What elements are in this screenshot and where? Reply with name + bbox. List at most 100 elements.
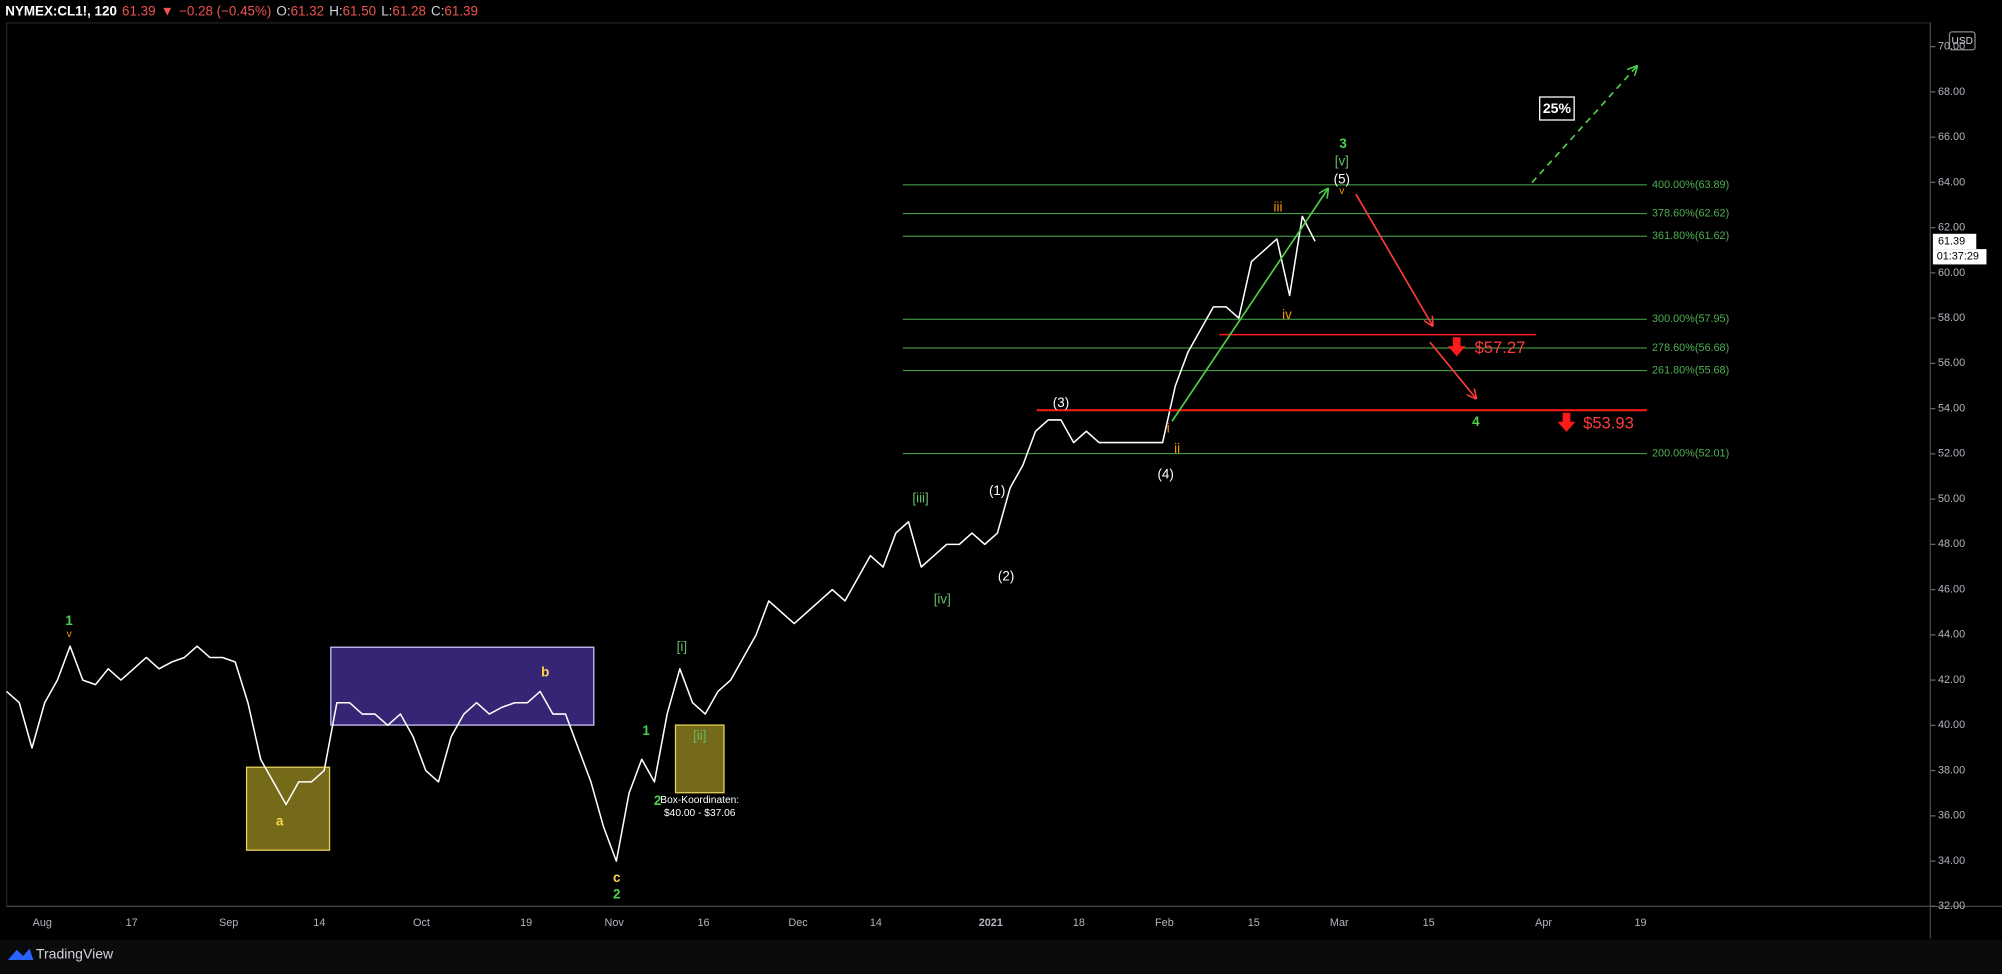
plot-area (5, 22, 1931, 907)
ohlc-label: C: (431, 3, 444, 18)
wave-label: ii (1174, 441, 1180, 456)
price-tick-label: 34.00 (1938, 855, 1965, 867)
percent-badge-box (1539, 96, 1575, 121)
price-tick-label: 64.00 (1938, 176, 1965, 188)
fib-label: 278.60%(56.68) (1652, 342, 1729, 354)
wave-label: a (276, 814, 284, 829)
wave-label: (5) (1334, 172, 1350, 187)
wave-label: [i] (677, 639, 687, 654)
time-tick-label: Apr (1535, 917, 1552, 929)
wave-label: 4 (1472, 414, 1480, 429)
wave-label: 1 (642, 723, 650, 738)
currency-box (1948, 31, 1976, 51)
ohlc-label: H: (329, 3, 342, 18)
price-tick-label: 42.00 (1938, 674, 1965, 686)
countdown-tag (1932, 249, 1987, 265)
price-tick-label: 50.00 (1938, 493, 1965, 505)
ohlc-value: 61.32 (291, 3, 325, 18)
wave-label: 2 (654, 793, 661, 808)
wave-label: v (1339, 186, 1345, 197)
wave-label: [iii] (912, 491, 928, 506)
target-arrow (1447, 337, 1466, 357)
target-label: $53.93 (1583, 414, 1634, 433)
currency: USD (1951, 36, 1973, 47)
time-tick-label: 16 (698, 917, 710, 929)
wave-label: v (67, 629, 73, 640)
wave-label: iii (1274, 200, 1283, 215)
wave-label: iv (1282, 307, 1292, 322)
time-tick-label: Nov (605, 917, 625, 929)
price-tick-label: 46.00 (1938, 583, 1965, 595)
fib-label: 361.80%(61.62) (1652, 230, 1729, 242)
wave-label: 1 (65, 613, 73, 628)
fib-label: 200.00%(52.01) (1652, 448, 1729, 460)
wave-label: c (613, 870, 621, 885)
percent-badge: 25% (1543, 100, 1572, 116)
fib-label: 400.00%(63.89) (1652, 179, 1729, 191)
price-tick-label: 62.00 (1938, 222, 1965, 234)
wave-label: [ii] (693, 728, 706, 743)
wave-label: i (1167, 420, 1170, 435)
price-tick-label: 70.00 (1938, 41, 1965, 53)
target-label: $57.27 (1475, 338, 1526, 357)
time-tick-label: 19 (1635, 917, 1647, 929)
wave-label: (1) (989, 483, 1005, 498)
price-tick-label: 58.00 (1938, 312, 1965, 324)
last-price-tag (1932, 233, 1977, 250)
time-tick-label: 2021 (979, 917, 1003, 929)
ohlc-value: 61.50 (343, 3, 377, 18)
time-tick-label: 17 (126, 917, 138, 929)
change: −0.28 (−0.45%) (179, 3, 271, 18)
tv-logo (7, 948, 34, 960)
price-tick-label: 56.00 (1938, 357, 1965, 369)
wave-box-purple (330, 646, 595, 726)
projection-arrow (1531, 66, 1637, 184)
fib-label: 261.80%(55.68) (1652, 364, 1729, 376)
last-price-label: 61.39 (1938, 235, 1965, 247)
countdown: 01:37:29 (1937, 251, 1979, 263)
time-tick-label: 14 (313, 917, 325, 929)
time-tick-label: 14 (870, 917, 882, 929)
wave-label: (2) (998, 569, 1014, 584)
ohlc-value: 61.28 (392, 3, 426, 18)
wave-box-yellow-small (674, 724, 725, 794)
time-tick-label: Sep (219, 917, 238, 929)
wave-label: [iv] (934, 592, 951, 607)
price-tick-label: 52.00 (1938, 448, 1965, 460)
wave-label: (4) (1157, 466, 1173, 481)
wave-label: (3) (1053, 395, 1069, 410)
price-tick-label: 68.00 (1938, 86, 1965, 98)
time-tick-label: Feb (1155, 917, 1174, 929)
correction-arrow (1429, 341, 1476, 398)
footer-bar (0, 939, 2002, 974)
box-note: Box-Koordinaten: (660, 795, 739, 806)
fib-label: 378.60%(62.62) (1652, 207, 1729, 219)
impulse-arrow (1171, 189, 1328, 422)
ohlc-label: L: (381, 3, 392, 18)
ohlc-value: 61.39 (444, 3, 478, 18)
time-tick-label: 19 (520, 917, 532, 929)
price-tick-label: 40.00 (1938, 719, 1965, 731)
box-note: $40.00 - $37.06 (664, 808, 736, 819)
price-tick-label: 54.00 (1938, 402, 1965, 414)
time-tick-label: 15 (1423, 917, 1435, 929)
wave-label: 2 (613, 886, 620, 901)
ohlc-label: O: (276, 3, 290, 18)
price-line (6, 215, 1316, 862)
wave-label: b (541, 664, 549, 679)
wave-box-yellow (245, 766, 331, 851)
price-tick-label: 36.00 (1938, 810, 1965, 822)
fib-label: 300.00%(57.95) (1652, 313, 1729, 325)
time-tick-label: Oct (413, 917, 430, 929)
header: NYMEX:CL1!, 120 61.39 ▼ −0.28 (−0.45%) O:61.… (5, 3, 478, 18)
last-price: 61.39 (122, 3, 156, 18)
time-tick-label: 15 (1248, 917, 1260, 929)
time-tick-label: Dec (788, 917, 808, 929)
symbol: NYMEX:CL1!, 120 (5, 3, 117, 18)
footer-brand: TradingView (36, 946, 114, 962)
price-tick-label: 38.00 (1938, 764, 1965, 776)
price-tick-label: 44.00 (1938, 629, 1965, 641)
time-tick-label: Aug (33, 917, 52, 929)
